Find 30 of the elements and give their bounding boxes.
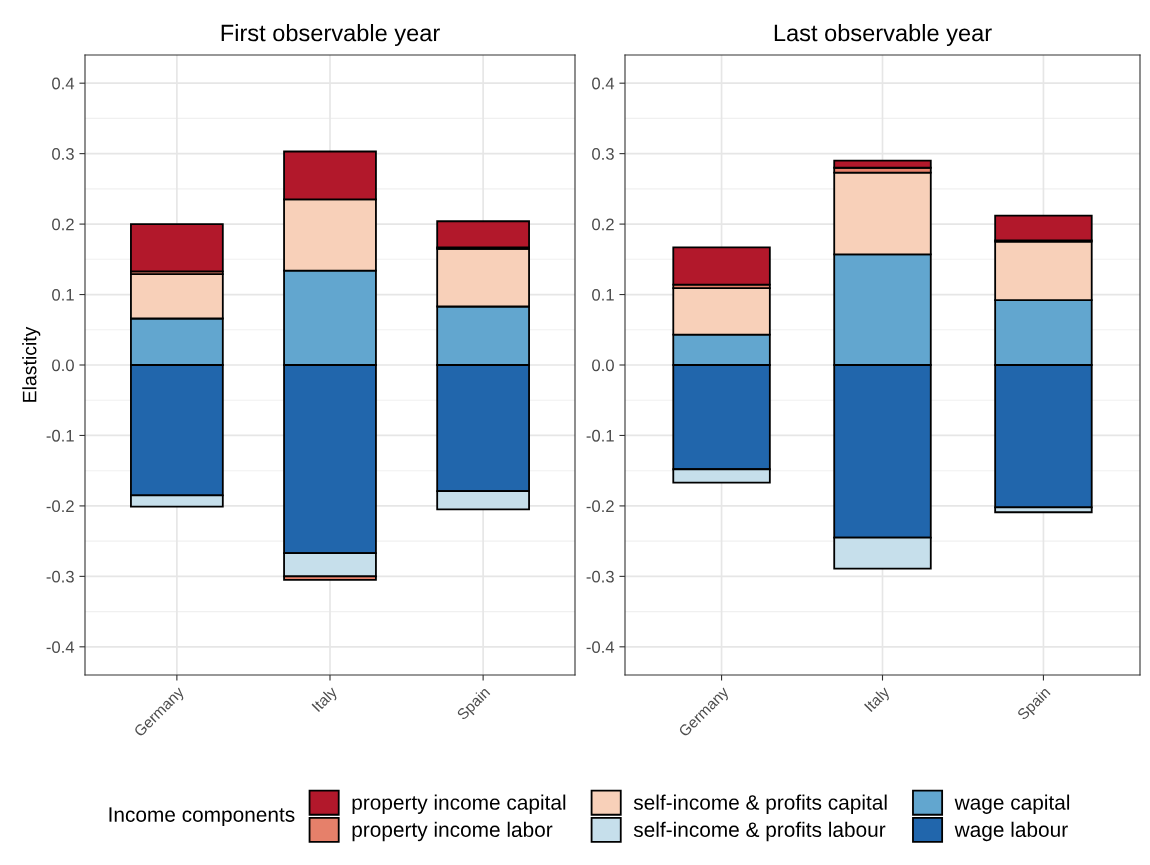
legend-label: wage labour [954,821,1068,842]
y-tick-label: -0.4 [586,641,615,654]
y-tick-label: -0.1 [46,429,74,442]
legend-label: self-income & profits labour [633,821,886,842]
y-tick-label: 0.0 [592,359,614,372]
y-tick-label: 0.3 [592,148,614,160]
x-tick-label: Italy [311,685,341,715]
y-tick-label: 0.3 [52,148,74,160]
legend-label: property income labor [352,821,553,842]
legend-label: property income capital [352,794,566,814]
chart-title: First observable year [221,24,440,47]
y-axis-title: Elasticity [22,326,41,402]
legend-label: self-income & profits capital [633,794,887,814]
y-tick-label: 0.4 [52,77,75,90]
y-tick-label: -0.2 [586,500,614,513]
y-tick-label: -0.2 [46,500,74,513]
y-tick-label: -0.1 [586,429,614,442]
y-tick-label: 0.1 [52,288,74,301]
y-tick-label: 0.4 [592,77,615,90]
legend-title: Income components [109,807,295,827]
y-tick-label: 0.0 [52,359,74,372]
chart-title: Last observable year [774,24,992,47]
y-tick-label: 0.1 [592,288,614,301]
y-tick-label: -0.4 [46,641,75,654]
y-tick-label: 0.2 [592,218,614,231]
y-tick-label: -0.3 [46,570,74,583]
x-tick-label: Italy [863,685,893,715]
y-tick-label: 0.2 [52,218,74,231]
y-tick-label: -0.3 [586,570,614,583]
legend-label: wage capital [954,794,1070,814]
